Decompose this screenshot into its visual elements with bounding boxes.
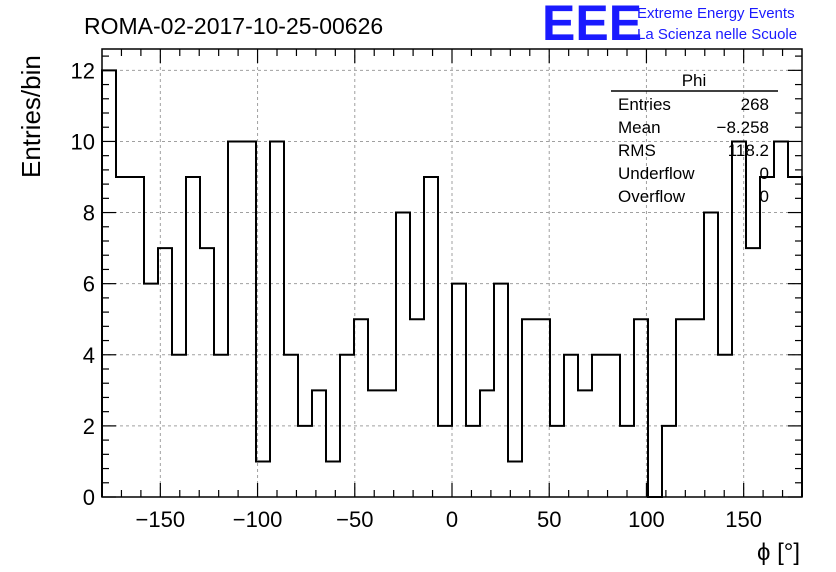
stats-label: RMS (618, 141, 656, 160)
histogram-bin (480, 390, 494, 497)
y-tick-label: 0 (83, 485, 95, 510)
stats-rows: Entries 268 Mean −8.258 RMS 118.2 Underflow 0 Ov… (618, 95, 769, 206)
y-tick-label: 2 (83, 414, 95, 439)
histogram-bin (270, 141, 284, 497)
histogram-bin (186, 177, 200, 497)
histogram-bin (424, 177, 438, 497)
logo-tagline-2: La Scienza nelle Scuole (637, 26, 797, 43)
axes: −150 −100 −50 0 50 100 150 0 2 4 6 8 10 12 (71, 48, 803, 532)
x-tick-label: −100 (233, 507, 283, 532)
histogram-bin (130, 177, 144, 497)
histogram-bin (704, 213, 718, 497)
x-tick-label: −50 (336, 507, 373, 532)
stats-label: Mean (618, 118, 661, 137)
eee-logo: EEE (542, 0, 642, 51)
histogram-bin (214, 355, 228, 497)
histogram-bin (578, 390, 592, 497)
stats-value: 0 (760, 164, 769, 183)
histogram-bin (410, 319, 424, 497)
histogram-bin (284, 355, 298, 497)
histogram-bin (116, 177, 130, 497)
histogram-bin (382, 390, 396, 497)
histogram-bin (172, 355, 186, 497)
histogram-bin (312, 390, 326, 497)
stats-title: Phi (682, 71, 707, 90)
histogram-bin (452, 284, 466, 497)
histogram-bin (760, 177, 774, 497)
stats-value: 268 (741, 95, 769, 114)
histogram-outline (101, 69, 803, 498)
histogram-bin (676, 319, 690, 497)
y-tick-label: 8 (83, 201, 95, 226)
y-tick-label: 10 (71, 129, 95, 154)
histogram-bin (298, 426, 312, 497)
histogram-bin (200, 248, 214, 497)
histogram-bin (592, 355, 606, 497)
x-tick-label: 100 (628, 507, 665, 532)
histogram-bin (718, 355, 732, 497)
histogram-bin (438, 426, 452, 497)
histogram-bin (732, 141, 746, 497)
histogram-bin (466, 426, 480, 497)
stats-value: 118.2 (728, 141, 769, 160)
histogram-series (101, 69, 803, 498)
histogram-bin (144, 284, 158, 497)
histogram-bin (340, 355, 354, 497)
histogram-bin (396, 213, 410, 497)
x-tick-label: 150 (725, 507, 762, 532)
stats-value: 0 (760, 187, 769, 206)
x-tick-label: 50 (537, 507, 561, 532)
histogram-bin (620, 426, 634, 497)
run-title: ROMA-02-2017-10-25-00626 (84, 13, 383, 39)
x-tick-label: −150 (136, 507, 186, 532)
histogram-bin (774, 141, 788, 497)
histogram-bin (550, 426, 564, 497)
histogram-bin (746, 248, 760, 497)
stats-label: Overflow (618, 187, 686, 206)
histogram-bin (158, 248, 172, 497)
histogram-bin (606, 355, 620, 497)
histogram-bin (326, 461, 340, 497)
histogram-bin (494, 284, 508, 497)
histogram-bin (564, 355, 578, 497)
histogram-bin (242, 141, 256, 497)
histogram-bin (522, 319, 536, 497)
histogram-bin (788, 177, 802, 497)
y-tick-label: 12 (71, 58, 95, 83)
histogram-bin (662, 426, 676, 497)
histogram-bin (354, 319, 368, 497)
histogram-bin (228, 141, 242, 497)
histogram-bin (368, 390, 382, 497)
y-tick-label: 4 (83, 343, 95, 368)
histogram-bin (536, 319, 550, 497)
x-axis-label: ϕ [°] (757, 539, 800, 566)
stats-label: Entries (618, 95, 671, 114)
histogram-bin (634, 319, 648, 497)
stats-box: Phi Entries 268 Mean −8.258 RMS 118.2 Underflo… (611, 71, 778, 206)
stats-value: −8.258 (717, 118, 769, 137)
y-axis-label: Entries/bin (16, 55, 46, 178)
histogram-bin (690, 319, 704, 497)
stats-label: Underflow (618, 164, 695, 183)
logo-tagline-1: Extreme Energy Events (637, 5, 795, 22)
y-tick-label: 6 (83, 272, 95, 297)
x-tick-label: 0 (446, 507, 458, 532)
